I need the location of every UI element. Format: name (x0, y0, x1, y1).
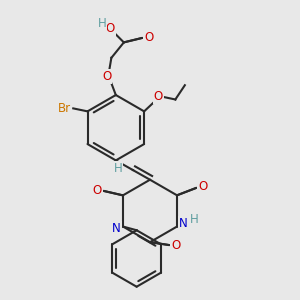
Text: N: N (179, 217, 188, 230)
Text: H: H (190, 213, 199, 226)
Text: O: O (144, 31, 153, 44)
Text: O: O (106, 22, 115, 35)
Text: O: O (198, 180, 208, 193)
Text: Br: Br (58, 102, 71, 115)
Text: H: H (114, 162, 122, 175)
Text: O: O (102, 70, 112, 83)
Text: O: O (92, 184, 102, 197)
Text: O: O (154, 90, 163, 103)
Text: O: O (171, 238, 181, 252)
Text: N: N (112, 221, 121, 235)
Text: H: H (98, 17, 106, 30)
